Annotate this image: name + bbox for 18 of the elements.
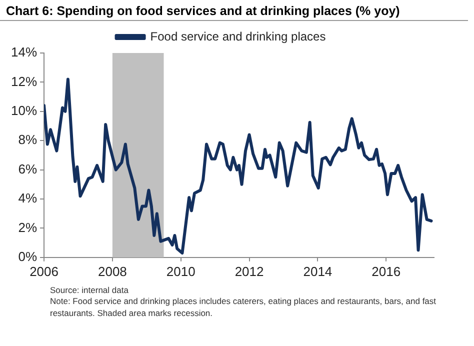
x-tick-label: 2014 [303,264,332,279]
y-tick-label: 12% [10,74,38,89]
y-tick-label: 6% [18,161,38,176]
legend-label: Food service and drinking places [150,29,326,44]
x-tick-label: 2016 [372,264,401,279]
text: Note: Food service and drinking places includes caterers, eating places and restaurants, bars, and fast restaurants. Shaded area marks recession. [50,296,438,320]
x-tick-label: 2006 [30,264,58,279]
x-tick-label: 2010 [166,264,196,279]
y-tick-label: 8% [18,132,38,148]
y-tick-label: 4% [18,190,38,206]
x-tick-label: 2008 [98,264,127,279]
chart-title: Chart 6: Spending on food services and at drinking places (% yoy) [0,0,468,21]
y-tick-label: 2% [18,220,38,235]
y-tick-label: 10% [10,102,38,118]
source-note: Source: internal data [50,285,130,296]
x-tick-label: 2012 [234,264,264,279]
y-tick-label: 0% [18,248,38,264]
y-tick-label: 14% [10,44,38,60]
